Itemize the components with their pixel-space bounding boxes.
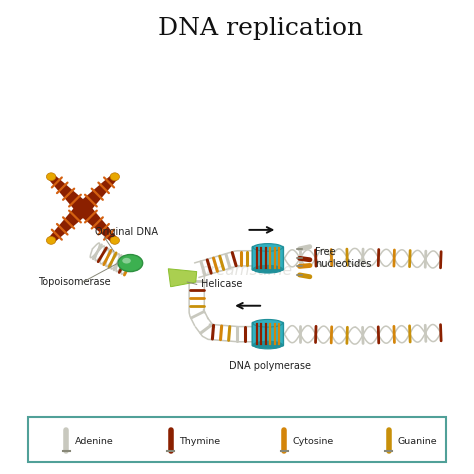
Text: DNA polymerase: DNA polymerase [229,361,311,371]
Ellipse shape [253,244,283,251]
Ellipse shape [75,203,91,214]
Polygon shape [48,174,88,214]
Ellipse shape [46,173,56,181]
FancyBboxPatch shape [28,417,446,462]
Text: DNA replication: DNA replication [158,17,363,40]
Ellipse shape [110,173,119,181]
FancyBboxPatch shape [252,322,283,346]
Ellipse shape [118,255,143,272]
Ellipse shape [122,258,131,264]
Text: Helicase: Helicase [201,279,243,290]
Polygon shape [78,174,118,214]
Ellipse shape [253,265,283,273]
Polygon shape [168,269,197,287]
Ellipse shape [253,319,283,327]
Text: Adenine: Adenine [75,437,114,446]
FancyBboxPatch shape [252,246,283,270]
Ellipse shape [110,237,119,244]
Text: Original DNA: Original DNA [95,227,158,237]
Text: Free
nucleotides: Free nucleotides [315,247,372,269]
Ellipse shape [46,237,56,244]
Text: dreamstime: dreamstime [201,263,292,278]
Text: Guanine: Guanine [397,437,437,446]
Text: Topoisomerase: Topoisomerase [38,277,110,287]
Ellipse shape [253,341,283,349]
Polygon shape [78,203,118,243]
Text: Thymine: Thymine [179,437,220,446]
Polygon shape [48,203,88,243]
Text: Cytosine: Cytosine [293,437,334,446]
